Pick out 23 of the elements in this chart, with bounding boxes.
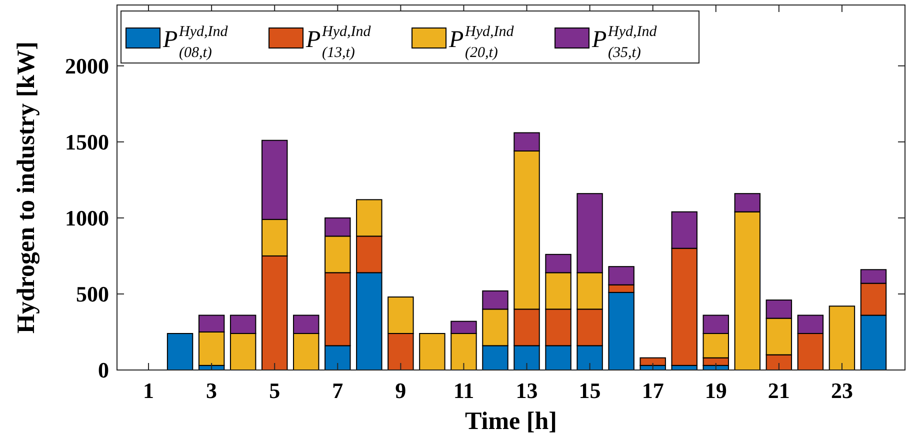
- x-tick-label: 1: [143, 378, 154, 403]
- x-tick-label: 5: [269, 378, 280, 403]
- x-tick-label: 17: [642, 378, 664, 403]
- y-axis-title: Hydrogen to industry [kW]: [13, 42, 40, 334]
- x-tick-label: 21: [768, 378, 790, 403]
- x-tick-label: 9: [395, 378, 406, 403]
- y-tick-label: 0: [98, 358, 109, 383]
- x-tick-label: 23: [830, 378, 853, 403]
- bar: [828, 306, 856, 370]
- bar: [640, 357, 666, 366]
- y-tick-label: 2000: [65, 54, 109, 79]
- x-tick-label: 3: [206, 378, 218, 403]
- x-tick-label: 11: [453, 378, 474, 403]
- y-tick-label: 500: [76, 282, 109, 307]
- x-axis-title: Time [h]: [465, 408, 557, 435]
- bar: [419, 333, 446, 370]
- bar: [166, 333, 194, 370]
- x-tick-label: 13: [516, 378, 538, 403]
- y-tick-label: 1000: [65, 206, 109, 231]
- x-tick-label: 19: [704, 378, 727, 403]
- y-tick-label: 1500: [65, 130, 109, 155]
- x-tick-label: 15: [578, 378, 601, 403]
- x-tick-label: 7: [332, 378, 344, 403]
